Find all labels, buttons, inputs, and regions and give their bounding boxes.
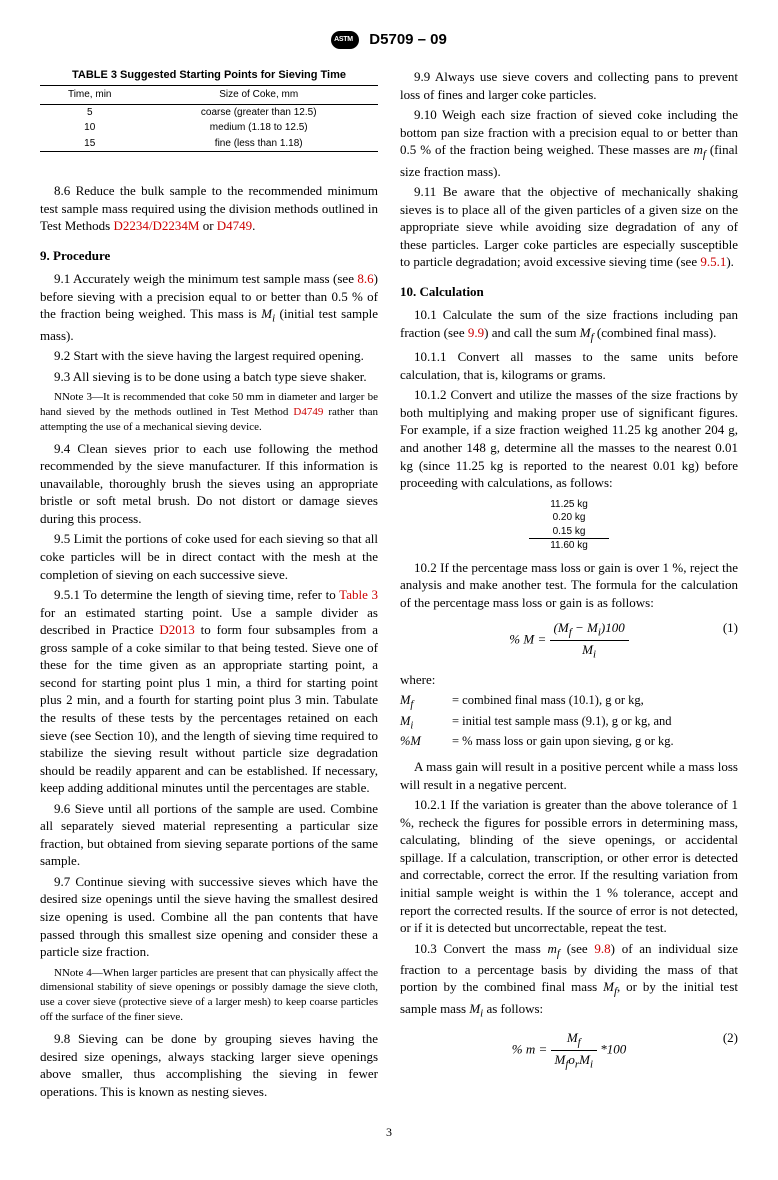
text: 9.5.1 To determine the length of sieving… [54,587,339,602]
para-10-2-1: 10.2.1 If the variation is greater than … [400,796,738,936]
note-label: N [54,967,62,979]
para-9-11: 9.11 Be aware that the objective of mech… [400,183,738,271]
table-row: 10 medium (1.18 to 12.5) [40,120,378,136]
para-mass-gain-note: A mass gain will result in a positive pe… [400,758,738,793]
note-4: NNote 4—When larger particles are presen… [40,966,378,1025]
table-3: Time, min Size of Coke, mm 5 coarse (gre… [40,85,378,152]
para-9-5-1: 9.5.1 To determine the length of sieving… [40,586,378,797]
text: 10.3 Convert the mass [414,941,548,956]
link-d4749[interactable]: D4749 [217,218,252,233]
para-9-10: 9.10 Weigh each size fraction of sieved … [400,106,738,180]
page-header: D5709 – 09 [40,30,738,50]
link-d4749-note[interactable]: D4749 [293,406,323,418]
para-10-1-2: 10.1.2 Convert and utilize the masses of… [400,386,738,491]
heading-9: 9. Procedure [40,247,378,265]
text: ) and call the sum [484,325,580,340]
equation-number: (2) [723,1029,738,1047]
mass-calculation-box: 11.25 kg 0.20 kg 0.15 kg 11.60 kg [529,498,609,553]
text: (see [560,941,594,956]
text: Note 4—When larger particles are present… [40,967,378,1024]
link-9-9[interactable]: 9.9 [468,325,484,340]
equals [434,733,452,750]
equation-number: (1) [723,619,738,637]
link-9-8[interactable]: 9.8 [594,941,610,956]
link-9-5-1[interactable]: 9.5.1 [700,254,726,269]
heading-10: 10. Calculation [400,283,738,301]
symbol-mi: Mi [261,306,275,321]
definition: = % mass loss or gain upon sieving, g or… [452,733,738,750]
text: (combined final mass). [594,325,717,340]
where-row: Mf = combined final mass (10.1), g or kg… [400,692,738,713]
symbol-pctm-def: %M [400,733,434,750]
calc-line: 11.60 kg [550,540,588,551]
link-8-6[interactable]: 8.6 [357,271,373,286]
where-row: Mi = initial test sample mass (9.1), g o… [400,713,738,734]
where-definitions: Mf = combined final mass (10.1), g or kg… [400,692,738,750]
table-row: 15 fine (less than 1.18) [40,136,378,152]
table-row: 5 coarse (greater than 12.5) [40,104,378,120]
para-10-1-1: 10.1.1 Convert all masses to the same un… [400,348,738,383]
symbol-mf-lower-2: mf [548,941,560,956]
para-9-1: 9.1 Accurately weigh the minimum test sa… [40,270,378,344]
page-number: 3 [40,1124,738,1140]
link-table-3[interactable]: Table 3 [339,587,378,602]
para-9-4: 9.4 Clean sieves prior to each use follo… [40,440,378,528]
para-9-2: 9.2 Start with the sieve having the larg… [40,347,378,365]
para-9-7: 9.7 Continue sieving with successive sie… [40,873,378,961]
para-10-1: 10.1 Calculate the sum of the size fract… [400,306,738,345]
body-columns: TABLE 3 Suggested Starting Points for Si… [40,68,738,1100]
table-3-caption: TABLE 3 Suggested Starting Points for Si… [40,68,378,83]
table-cell-size: coarse (greater than 12.5) [139,104,378,120]
link-d2013[interactable]: D2013 [159,622,194,637]
para-8-6: 8.6 Reduce the bulk sample to the recomm… [40,182,378,235]
text: 9.11 Be aware that the objective of mech… [400,184,738,269]
table-3-col-size: Size of Coke, mm [139,86,378,105]
text: to form four subsamples from a gross sam… [40,622,378,795]
link-d2234[interactable]: D2234/D2234M [113,218,199,233]
para-9-5: 9.5 Limit the portions of coke used for … [40,530,378,583]
equation-2: % m = Mf MforMi *100 (2) [400,1029,738,1072]
table-3-col-time: Time, min [40,86,139,105]
calc-line: 0.15 kg [529,525,609,540]
para-10-3: 10.3 Convert the mass mf (see 9.8) of an… [400,940,738,1021]
table-cell-time: 5 [40,104,139,120]
symbol-mi-2: Mi [469,1001,483,1016]
symbol-mi-def: Mi [400,713,434,734]
table-cell-size: fine (less than 1.18) [139,136,378,152]
table-cell-time: 15 [40,136,139,152]
para-9-3: 9.3 All sieving is to be done using a ba… [40,368,378,386]
table-cell-time: 10 [40,120,139,136]
text: . [252,218,255,233]
symbol-mf-2: Mf [603,979,617,994]
text: 9.10 Weigh each size fraction of sieved … [400,107,738,157]
definition: = initial test sample mass (9.1), g or k… [452,713,738,734]
symbol-mf-lower: mf [693,142,705,157]
astm-logo [331,31,359,49]
table-3-header-row: Time, min Size of Coke, mm [40,86,378,105]
table-cell-size: medium (1.18 to 12.5) [139,120,378,136]
note-3: NNote 3—It is recommended that coke 50 m… [40,390,378,435]
para-9-9: 9.9 Always use sieve covers and collecti… [400,68,738,103]
text: ). [726,254,734,269]
text: 9.1 Accurately weigh the minimum test sa… [54,271,357,286]
para-9-6: 9.6 Sieve until all portions of the samp… [40,800,378,870]
text: as follows: [483,1001,543,1016]
where-label: where: [400,671,738,689]
note-label: N [54,391,62,403]
table-3-block: TABLE 3 Suggested Starting Points for Si… [40,68,378,152]
symbol-mf-def: Mf [400,692,434,713]
definition: = combined final mass (10.1), g or kg, [452,692,738,713]
equals [434,713,452,734]
equation-1: % M = (Mf − Mi)100 Mi (1) [400,619,738,662]
symbol-mf: Mf [580,325,594,340]
where-row: %M = % mass loss or gain upon sieving, g… [400,733,738,750]
equals [434,692,452,713]
standard-number: D5709 – 09 [369,31,447,48]
text: or [199,218,216,233]
para-10-2: 10.2 If the percentage mass loss or gain… [400,559,738,612]
calc-line: 0.20 kg [553,512,586,523]
calc-line: 11.25 kg [550,499,588,510]
